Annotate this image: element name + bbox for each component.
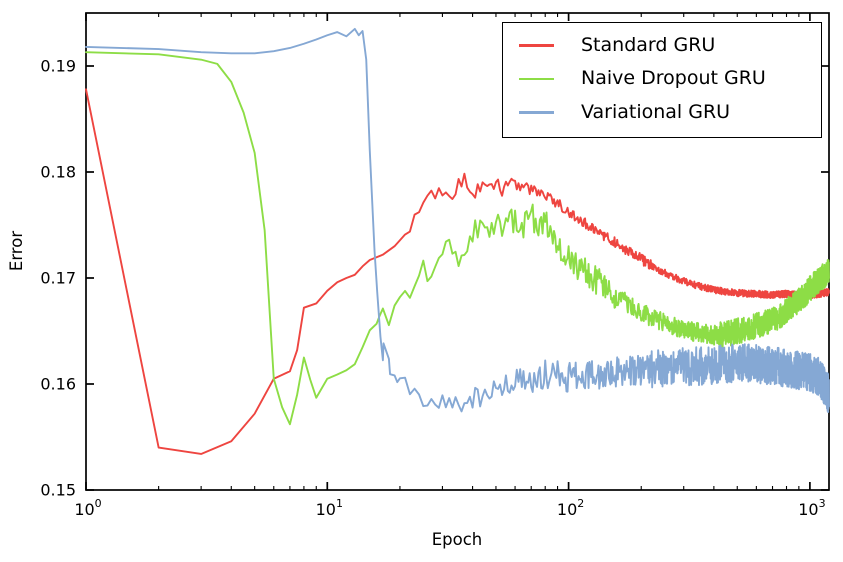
y-tick-label: 0.16	[40, 375, 76, 394]
tick-labels: 100 101 102 103 0.15 0.16 0.17 0.18 0.19	[40, 57, 825, 520]
x-tick-label: 101	[316, 497, 343, 519]
legend-line-swatch-green	[519, 77, 554, 81]
series-line-variational-gru	[85, 27, 830, 413]
legend-label: Naive Dropout GRU	[581, 67, 766, 90]
plot-border	[85, 12, 830, 491]
series-line-standard-gru	[85, 88, 830, 455]
series-line-naive-dropout-gru	[85, 51, 830, 426]
x-tick-label: 102	[557, 497, 584, 519]
legend-label: Standard GRU	[581, 34, 716, 57]
y-tick-label: 0.19	[40, 57, 76, 76]
series-lines	[85, 27, 830, 455]
x-tick-label: 103	[798, 497, 825, 519]
x-axis-label: Epoch	[432, 530, 483, 549]
plot-axes	[85, 12, 830, 491]
legend-entry-standard-gru: Standard GRU	[503, 29, 821, 62]
legend-label: Variational GRU	[581, 100, 731, 123]
legend-line-swatch-blue	[519, 111, 554, 114]
legend-line-swatch-red	[519, 44, 554, 47]
legend: Standard GRU Naive Dropout GRU Variation…	[502, 22, 822, 138]
y-axis-label: Error	[7, 231, 26, 271]
x-tick-label: 100	[74, 497, 101, 519]
y-tick-label: 0.15	[40, 481, 76, 500]
legend-entry-variational-gru: Variational GRU	[503, 96, 821, 129]
legend-entry-naive-dropout-gru: Naive Dropout GRU	[503, 62, 821, 95]
y-tick-label: 0.18	[40, 163, 76, 182]
y-tick-label: 0.17	[40, 269, 76, 288]
